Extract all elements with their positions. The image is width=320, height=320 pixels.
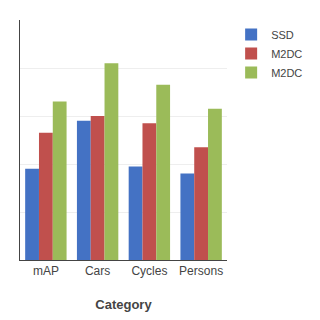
svg-text:Cars: Cars [85, 264, 110, 278]
svg-text:mAP: mAP [33, 264, 59, 278]
svg-text:Cycles: Cycles [131, 264, 167, 278]
svg-text:SSD: SSD [271, 29, 294, 41]
svg-text:M2DC: M2DC [271, 48, 302, 60]
svg-text:M2DC: M2DC [271, 67, 302, 79]
svg-text:Category: Category [95, 297, 152, 312]
svg-text:Persons: Persons [179, 264, 223, 278]
